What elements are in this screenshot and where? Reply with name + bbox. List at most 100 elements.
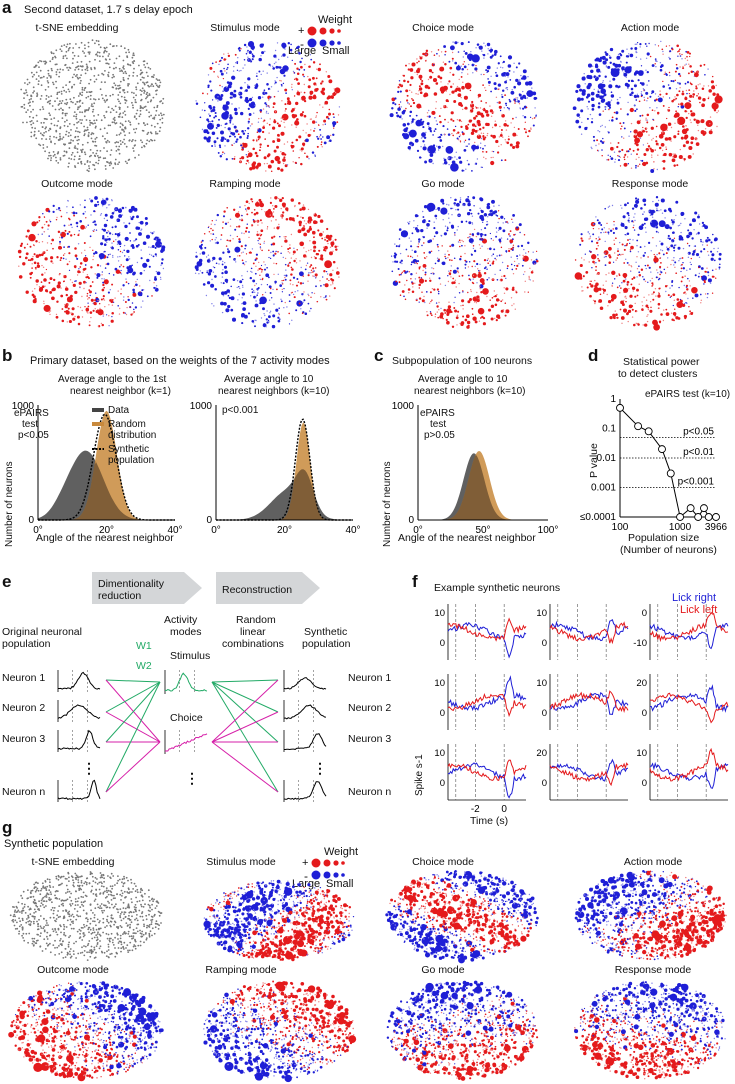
- scatter-point: [478, 320, 481, 322]
- scatter-point: [79, 204, 82, 206]
- scatter-point: [476, 262, 479, 266]
- scatter-point: [416, 149, 420, 153]
- scatter-point: [437, 259, 440, 263]
- scatter-point: [272, 205, 274, 207]
- scatter-point: [589, 280, 591, 282]
- scatter-point: [307, 219, 312, 224]
- scatter-point: [211, 145, 214, 147]
- scatter-point: [138, 221, 140, 224]
- scatter-point: [143, 92, 146, 94]
- scatter-point: [223, 53, 225, 55]
- scatter-point: [313, 236, 315, 238]
- scatter-point: [676, 93, 679, 97]
- scatter-point: [589, 113, 592, 116]
- scatter-point: [669, 74, 671, 77]
- scatter-point: [693, 71, 696, 74]
- scatter-point: [243, 264, 246, 266]
- scatter-point: [136, 109, 139, 112]
- scatter-point: [67, 135, 70, 137]
- scatter-point: [687, 297, 689, 300]
- scatter-point: [614, 161, 616, 163]
- scatter-point: [307, 274, 310, 277]
- scatter-point: [503, 292, 506, 294]
- scatter-point: [635, 158, 637, 160]
- scatter-point: [408, 271, 411, 273]
- scatter-point: [229, 116, 233, 120]
- scatter-point: [289, 252, 291, 254]
- scatter-point: [411, 118, 415, 121]
- scatter-point: [477, 96, 480, 99]
- scatter-point: [102, 198, 104, 201]
- scatter-point: [671, 99, 674, 103]
- scatter-point: [491, 126, 494, 129]
- scatter-point: [670, 126, 673, 129]
- scatter-point: [695, 253, 700, 257]
- scatter-point: [68, 123, 71, 125]
- scatter-point: [90, 214, 92, 216]
- scatter-point: [93, 252, 96, 255]
- scatter-point: [221, 276, 224, 278]
- scatter-point: [119, 126, 122, 128]
- scatter-point: [162, 97, 165, 100]
- scatter-point: [278, 124, 281, 128]
- scatter-point: [113, 67, 115, 70]
- scatter-point: [105, 50, 108, 53]
- scatter-point: [111, 304, 114, 306]
- scatter-point: [300, 95, 306, 101]
- scatter-point: [87, 312, 89, 314]
- scatter-point: [482, 132, 485, 135]
- scatter-point: [421, 132, 426, 138]
- scatter-point: [224, 138, 227, 140]
- scatter-point: [418, 238, 421, 241]
- scatter-point: [112, 118, 115, 120]
- scatter-point: [657, 272, 659, 274]
- scatter-point: [515, 144, 520, 149]
- scatter-point: [407, 221, 409, 224]
- scatter-point: [42, 147, 45, 149]
- scatter-point: [51, 238, 55, 242]
- scatter-point: [665, 72, 668, 76]
- scatter-point: [444, 257, 447, 260]
- scatter-point: [204, 246, 207, 249]
- scatter-point: [652, 118, 654, 121]
- scatter-point: [61, 319, 65, 323]
- scatter-point: [122, 77, 125, 79]
- scatter-point: [624, 226, 628, 230]
- scatter-point: [450, 276, 452, 278]
- scatter-point: [643, 203, 647, 206]
- scatter-point: [84, 199, 86, 202]
- weight-legend-a-small: Small: [322, 45, 350, 57]
- weight-legend-a-dots: [307, 26, 341, 48]
- scatter-point: [671, 240, 673, 243]
- scatter-point: [461, 274, 464, 277]
- scatter-point: [87, 45, 90, 48]
- scatter-point: [456, 229, 458, 231]
- scatter-point: [677, 55, 679, 57]
- scatter-point: [269, 201, 272, 204]
- scatter-point: [462, 290, 464, 292]
- scatter-point: [476, 43, 480, 46]
- scatter-point: [265, 112, 268, 114]
- scatter-point: [92, 152, 94, 154]
- scatter-point: [617, 248, 619, 250]
- scatter-point: [249, 97, 253, 102]
- scatter-point: [630, 87, 634, 91]
- scatter-point: [459, 89, 461, 92]
- scatter-point: [515, 78, 519, 83]
- scatter-point: [283, 143, 286, 145]
- scatter-point: [581, 76, 586, 81]
- scatter-point: [394, 97, 397, 100]
- scatter-point: [139, 220, 144, 225]
- scatter-point: [646, 84, 648, 86]
- scatter-point: [411, 282, 414, 285]
- scatter-point: [25, 111, 28, 114]
- scatter-point: [447, 121, 449, 124]
- scatter-point: [421, 56, 423, 58]
- scatter-point: [716, 102, 718, 105]
- scatter-point: [252, 54, 255, 58]
- scatter-point: [471, 170, 473, 172]
- scatter-point: [257, 121, 260, 123]
- scatter-point: [246, 134, 249, 138]
- scatter-point: [275, 61, 277, 63]
- scatter-point: [332, 133, 335, 136]
